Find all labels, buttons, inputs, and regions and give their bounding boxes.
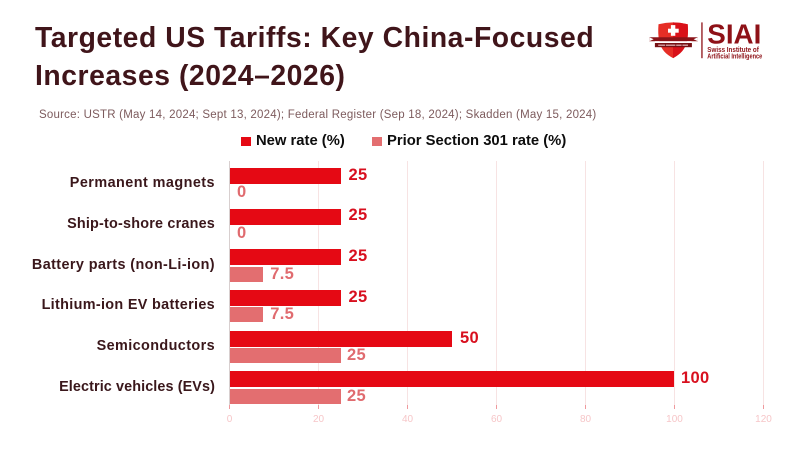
svg-text:Swiss Institute of: Swiss Institute of <box>707 45 759 54</box>
svg-text:Artificial Intelligence: Artificial Intelligence <box>707 52 762 61</box>
svg-text:SIAI: SIAI <box>707 18 761 49</box>
